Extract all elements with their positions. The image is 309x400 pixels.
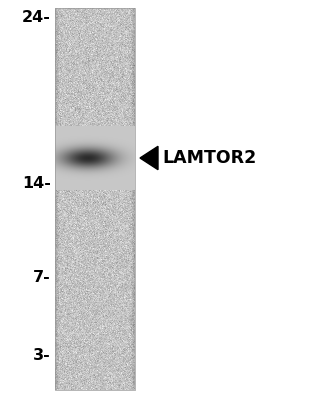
Text: 24-: 24-: [22, 10, 51, 26]
Text: 14-: 14-: [22, 176, 51, 190]
Polygon shape: [140, 146, 158, 170]
Text: 7-: 7-: [33, 270, 51, 286]
Text: LAMTOR2: LAMTOR2: [162, 149, 256, 167]
Bar: [55, 8, 135, 390]
Text: 3-: 3-: [33, 348, 51, 362]
